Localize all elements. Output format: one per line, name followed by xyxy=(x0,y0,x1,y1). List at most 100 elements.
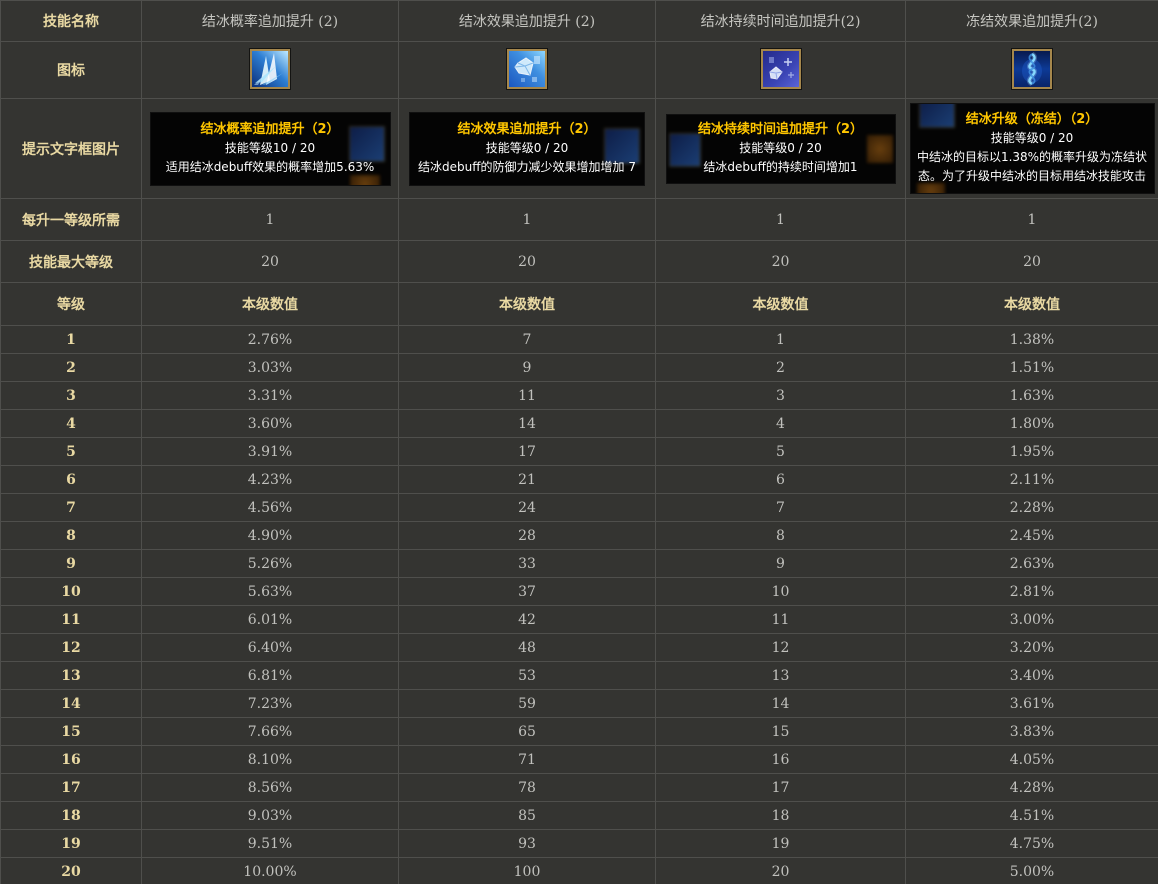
level-value: 3.60% xyxy=(141,409,399,438)
level-value: 16 xyxy=(655,745,906,774)
level-value: 5.26% xyxy=(141,549,399,578)
level-row: 13 6.81% 53 13 3.40% xyxy=(0,661,1158,690)
level-number: 18 xyxy=(0,801,142,830)
level-number: 17 xyxy=(0,773,142,802)
row-label-level: 等级 xyxy=(0,282,142,326)
skill-name-cell: 冻结效果追加提升(2) xyxy=(905,0,1158,42)
skill-icon-cell xyxy=(655,41,906,99)
level-value: 2.28% xyxy=(905,493,1158,522)
row-icons: 图标 xyxy=(0,41,1158,99)
tooltip-level: 技能等级0 / 20 xyxy=(485,140,569,155)
level-number: 8 xyxy=(0,521,142,550)
level-value: 8.10% xyxy=(141,745,399,774)
level-value: 59 xyxy=(398,689,656,718)
tooltip-ghost-icon xyxy=(668,132,701,167)
level-number: 1 xyxy=(0,325,142,354)
level-value: 6.40% xyxy=(141,633,399,662)
row-max-level: 技能最大等级 20 20 20 20 xyxy=(0,240,1158,283)
level-value: 93 xyxy=(398,829,656,858)
level-value: 3.03% xyxy=(141,353,399,382)
level-value: 6 xyxy=(655,465,906,494)
level-value: 1.80% xyxy=(905,409,1158,438)
level-value: 42 xyxy=(398,605,656,634)
level-value: 3 xyxy=(655,381,906,410)
level-value: 1.38% xyxy=(905,325,1158,354)
level-value: 3.83% xyxy=(905,717,1158,746)
level-row: 19 9.51% 93 19 4.75% xyxy=(0,829,1158,858)
level-value: 7.23% xyxy=(141,689,399,718)
level-value: 8 xyxy=(655,521,906,550)
level-value: 5.63% xyxy=(141,577,399,606)
level-value: 8.56% xyxy=(141,773,399,802)
level-row: 8 4.90% 28 8 2.45% xyxy=(0,521,1158,550)
level-value: 18 xyxy=(655,801,906,830)
level-number: 6 xyxy=(0,465,142,494)
skill-name-cell: 结冰效果追加提升 (2) xyxy=(398,0,656,42)
level-value: 1.95% xyxy=(905,437,1158,466)
tooltip-cell: 结冰升级（冻结）（2） 技能等级0 / 20 中结冰的目标以1.38%的概率升级… xyxy=(905,98,1158,199)
tooltip-desc: 适用结冰debuff效果的概率增加5.63% xyxy=(165,159,375,174)
tooltip-desc: 结冰debuff的持续时间增加1 xyxy=(703,159,858,174)
level-value: 2 xyxy=(655,353,906,382)
level-number: 9 xyxy=(0,549,142,578)
value-header-cell: 本级数值 xyxy=(905,282,1158,326)
level-value: 65 xyxy=(398,717,656,746)
level-value: 9 xyxy=(655,549,906,578)
level-value: 3.40% xyxy=(905,661,1158,690)
row-tooltips: 提示文字框图片 结冰概率追加提升（2） 技能等级10 / 20 适用结冰debu… xyxy=(0,98,1158,199)
freeze-ribbon-icon xyxy=(1012,49,1052,89)
tooltip-image: 结冰效果追加提升（2） 技能等级0 / 20 结冰debuff的防御力减少效果增… xyxy=(410,112,644,185)
level-number: 5 xyxy=(0,437,142,466)
level-row: 2 3.03% 9 2 1.51% xyxy=(0,353,1158,382)
per-level-cost-value: 1 xyxy=(655,198,906,241)
tooltip-image: 结冰持续时间追加提升（2） 技能等级0 / 20 结冰debuff的持续时间增加… xyxy=(666,114,895,183)
value-header-cell: 本级数值 xyxy=(655,282,906,326)
level-value: 17 xyxy=(398,437,656,466)
level-number: 16 xyxy=(0,745,142,774)
level-value: 9.51% xyxy=(141,829,399,858)
level-value: 7 xyxy=(398,325,656,354)
per-level-cost-value: 1 xyxy=(141,198,399,241)
level-value: 37 xyxy=(398,577,656,606)
level-row: 1 2.76% 7 1 1.38% xyxy=(0,325,1158,354)
tooltip-title: 结冰效果追加提升（2） xyxy=(457,121,597,137)
skill-name-cell: 结冰概率追加提升 (2) xyxy=(141,0,399,42)
level-value: 4 xyxy=(655,409,906,438)
level-row: 16 8.10% 71 16 4.05% xyxy=(0,745,1158,774)
row-label-per-level-cost: 每升一等级所需 xyxy=(0,198,142,241)
level-row: 5 3.91% 17 5 1.95% xyxy=(0,437,1158,466)
max-level-value: 20 xyxy=(398,240,656,283)
level-value: 2.81% xyxy=(905,577,1158,606)
level-value: 3.61% xyxy=(905,689,1158,718)
level-value: 53 xyxy=(398,661,656,690)
level-value: 3.20% xyxy=(905,633,1158,662)
ice-crystal-icon xyxy=(507,49,547,89)
level-value: 1.51% xyxy=(905,353,1158,382)
value-header-cell: 本级数值 xyxy=(398,282,656,326)
tooltip-ghost-icon xyxy=(349,174,380,185)
level-value: 3.00% xyxy=(905,605,1158,634)
row-label-skill-name: 技能名称 xyxy=(0,0,142,42)
level-row: 4 3.60% 14 4 1.80% xyxy=(0,409,1158,438)
tooltip-ghost-icon xyxy=(604,127,640,164)
level-value: 78 xyxy=(398,773,656,802)
tooltip-title: 结冰升级（冻结）（2） xyxy=(965,112,1099,127)
level-value: 9 xyxy=(398,353,656,382)
level-value: 17 xyxy=(655,773,906,802)
max-level-value: 20 xyxy=(655,240,906,283)
level-value: 20 xyxy=(655,857,906,884)
per-level-cost-value: 1 xyxy=(905,198,1158,241)
tooltip-ghost-icon xyxy=(348,125,385,162)
level-row: 10 5.63% 37 10 2.81% xyxy=(0,577,1158,606)
level-row: 7 4.56% 24 7 2.28% xyxy=(0,493,1158,522)
level-number: 4 xyxy=(0,409,142,438)
tooltip-title: 结冰概率追加提升（2） xyxy=(200,121,340,137)
tooltip-level: 技能等级0 / 20 xyxy=(990,131,1074,145)
row-label-icon: 图标 xyxy=(0,41,142,99)
level-number: 19 xyxy=(0,829,142,858)
skill-name-cell: 结冰持续时间追加提升(2) xyxy=(655,0,906,42)
tooltip-cell: 结冰持续时间追加提升（2） 技能等级0 / 20 结冰debuff的持续时间增加… xyxy=(655,98,906,199)
level-row: 15 7.66% 65 15 3.83% xyxy=(0,717,1158,746)
max-level-value: 20 xyxy=(905,240,1158,283)
